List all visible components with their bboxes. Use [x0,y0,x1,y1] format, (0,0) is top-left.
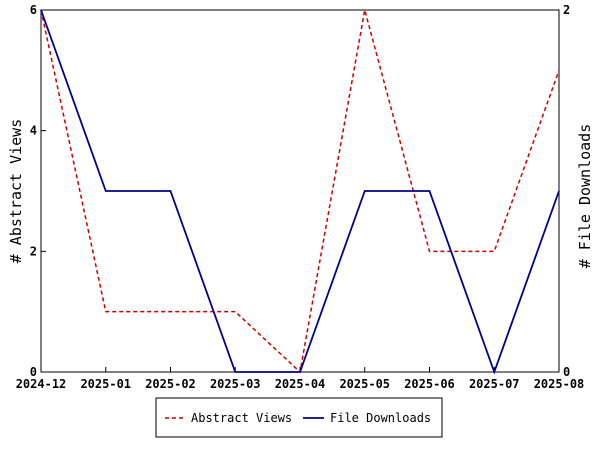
x-axis-ticks: 2024-12 2025-01 2025-02 2025-03 2025-04 2025-… [16,367,585,391]
x-tick-label: 2025-04 [275,377,326,391]
x-tick-label: 2025-05 [339,377,390,391]
x-tick-label: 2024-12 [16,377,67,391]
legend-label-abstract-views: Abstract Views [191,411,292,425]
y-left-tick-label: 4 [30,124,37,138]
legend: Abstract Views File Downloads [155,397,443,438]
series-line-file-downloads [40,9,560,375]
x-tick-label: 2025-06 [404,377,455,391]
x-tick-label: 2025-02 [145,377,196,391]
y-axis-right-ticks: 02 [554,3,570,379]
legend-box [155,397,443,438]
y-right-tick-label: 2 [563,3,570,17]
legend-label-file-downloads: File Downloads [330,411,431,425]
y-left-tick-label: 6 [30,3,37,17]
y-axis-left-label: # Abstract Views [7,119,25,264]
y-left-tick-label: 0 [30,365,37,379]
x-tick-label: 2025-01 [80,377,131,391]
y-axis-right-label: # File Downloads [576,124,594,269]
x-tick-label: 2025-03 [210,377,261,391]
x-tick-label: 2025-07 [469,377,520,391]
series-layer [40,9,560,375]
y-right-tick-label: 0 [563,365,570,379]
y-left-tick-label: 2 [30,244,37,258]
x-tick-label: 2025-08 [534,377,585,391]
